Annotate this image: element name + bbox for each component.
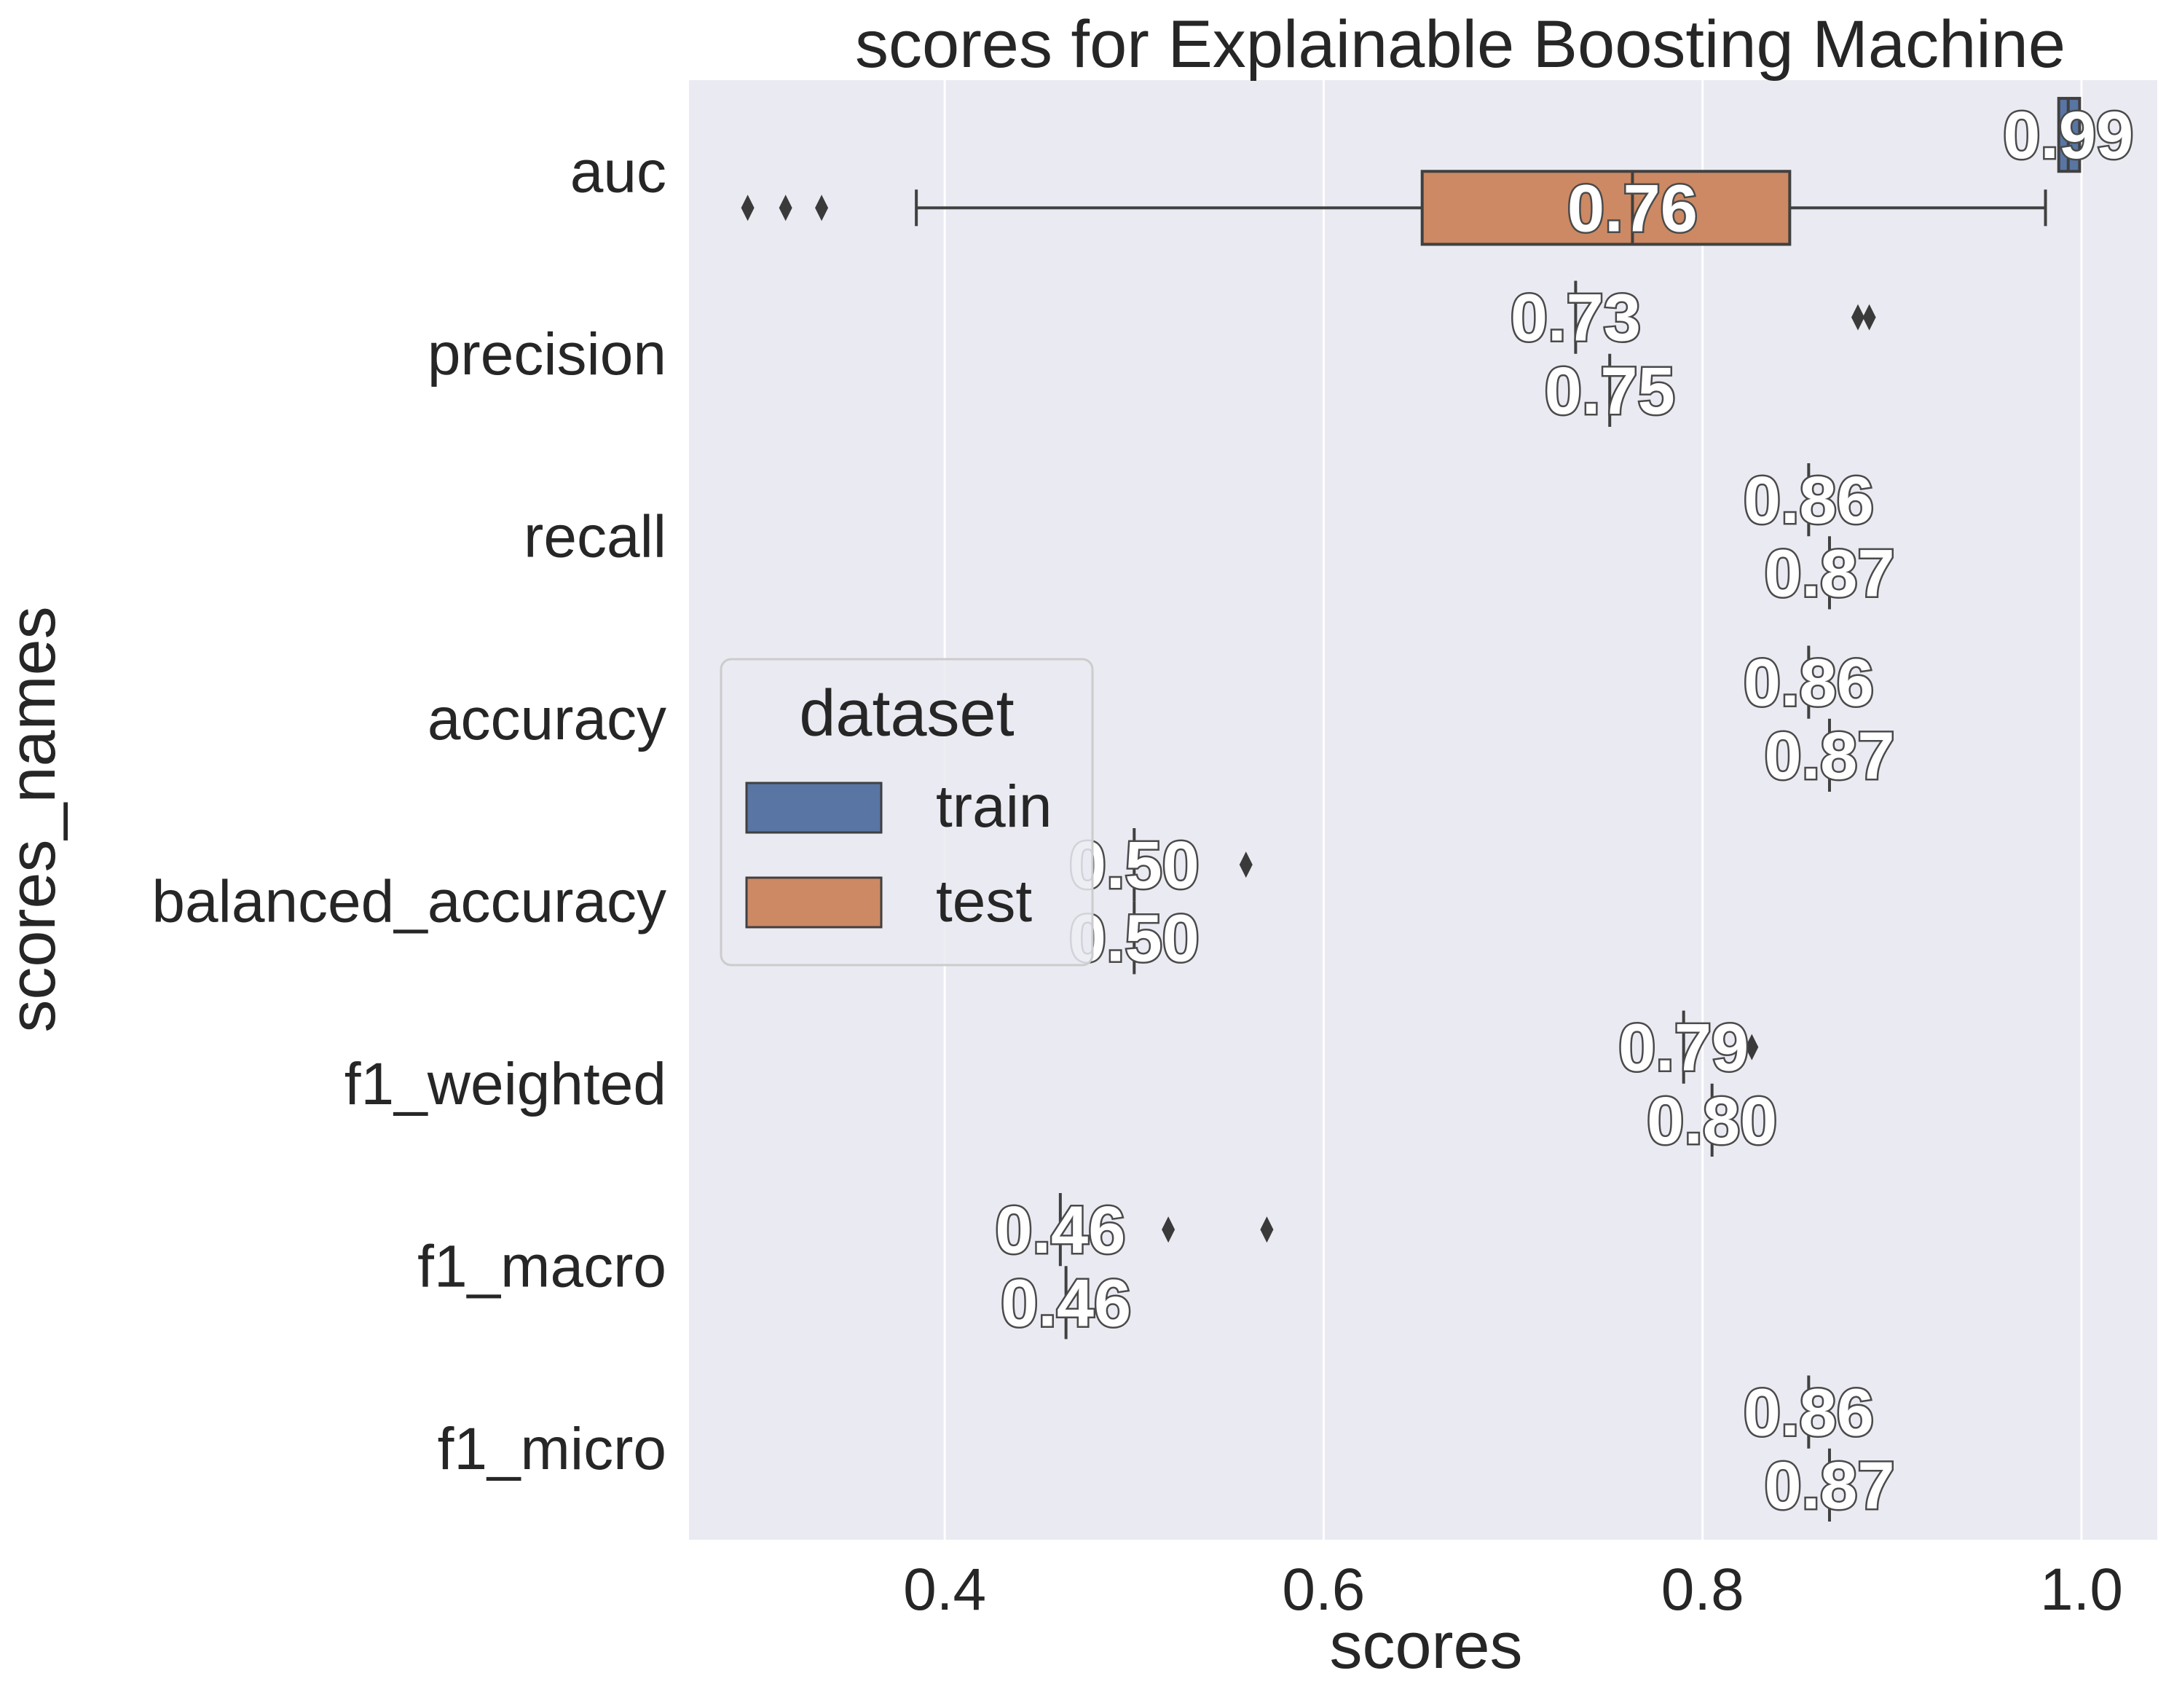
legend-title: dataset <box>799 677 1014 750</box>
category-label: f1_weighted <box>344 1051 666 1117</box>
box-train-precision <box>1574 280 1876 354</box>
chart-title: scores for Explainable Boosting Machine <box>855 7 2065 82</box>
median-value-label: 0.79 <box>1618 1011 1749 1085</box>
median-value-label: 0.86 <box>1744 1376 1874 1450</box>
median-value-label: 0.87 <box>1764 536 1894 610</box>
x-tick-label: 0.8 <box>1661 1557 1744 1623</box>
category-label: accuracy <box>428 686 666 752</box>
legend-label-train: train <box>936 774 1052 840</box>
median-value-label: 0.73 <box>1511 281 1641 355</box>
x-tick-label: 0.6 <box>1282 1557 1365 1623</box>
outlier-point <box>741 194 755 221</box>
box-train-f1_weighted <box>1682 1010 1759 1084</box>
category-label: f1_macro <box>417 1233 666 1299</box>
median-value-label: 0.46 <box>1001 1266 1131 1340</box>
gridlines <box>943 80 2083 1540</box>
legend-entries: train test <box>745 774 1052 934</box>
outlier-point <box>1260 1216 1274 1243</box>
x-tick-label: 1.0 <box>2040 1557 2123 1623</box>
box-test-auc <box>741 170 2047 246</box>
box-series <box>741 97 2082 1522</box>
legend-swatch-test <box>745 876 883 929</box>
median-value-label: 0.99 <box>2003 98 2133 173</box>
median-value-label: 0.76 <box>1567 171 1698 245</box>
legend: dataset train test <box>720 658 1094 967</box>
outlier-point <box>1745 1034 1759 1060</box>
category-label: f1_micro <box>438 1416 666 1482</box>
outlier-point <box>1162 1216 1175 1243</box>
x-tick-label: 0.4 <box>903 1557 986 1623</box>
x-axis-title: scores <box>1329 1610 1522 1683</box>
legend-swatch-train <box>745 782 883 834</box>
category-label: recall <box>524 503 666 570</box>
median-value-label: 0.75 <box>1545 354 1675 428</box>
outlier-point <box>815 194 829 221</box>
median-value-label: 0.86 <box>1744 463 1874 538</box>
box-train-balanced_accuracy <box>1133 828 1253 902</box>
box-train-auc <box>2057 97 2082 173</box>
y-axis-title: scores_names <box>0 606 69 1032</box>
x-axis-tick-labels: 0.4 0.6 0.8 1.0 <box>903 1557 2123 1623</box>
outlier-point <box>779 194 792 221</box>
median-value-label: 0.87 <box>1764 1449 1894 1523</box>
median-value-label: 0.87 <box>1764 719 1894 793</box>
category-label: auc <box>570 138 666 205</box>
y-axis-category-labels: auc precision recall accuracy balanced_accur… <box>151 138 666 1482</box>
category-label: balanced_accuracy <box>151 868 666 934</box>
median-value-label: 0.46 <box>995 1193 1125 1267</box>
box-iqr <box>1420 170 1792 246</box>
outlier-point <box>1239 851 1253 878</box>
outlier-point <box>1862 304 1876 331</box>
category-label: precision <box>428 321 666 387</box>
median-value-label: 0.86 <box>1744 646 1874 720</box>
box-train-f1_macro <box>1058 1193 1274 1267</box>
legend-label-test: test <box>936 868 1032 934</box>
outlier-point <box>1851 304 1864 331</box>
median-value-label: 0.80 <box>1647 1084 1777 1158</box>
